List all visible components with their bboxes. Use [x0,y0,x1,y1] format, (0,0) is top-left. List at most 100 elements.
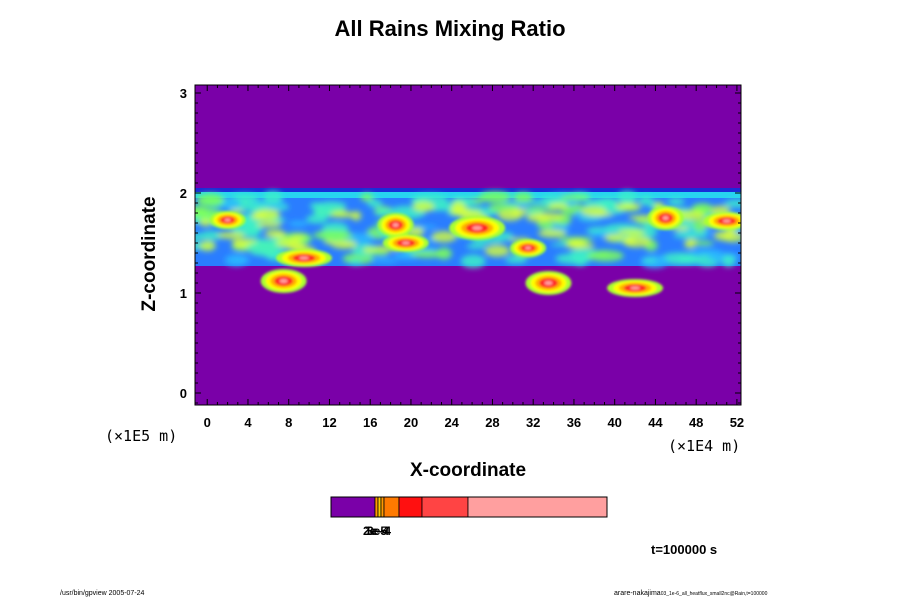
rain-core-contour [279,278,288,284]
cloud-texture-blob [196,193,224,207]
cloud-texture-blob [231,256,250,264]
cloud-top-edge [195,188,741,192]
cloud-texture-blob [559,194,591,201]
cloud-texture-blob [667,197,685,205]
colorbar-segment [380,496,385,518]
cloud-texture-blob [313,230,353,241]
cloud-texture-blob [195,233,205,241]
cloud-texture-blob [436,247,452,260]
rain-core-contour [472,225,483,231]
chart-title: All Rains Mixing Ratio [334,16,566,41]
cloud-texture-blob [615,203,641,211]
colorbar-tick-label: 2e-5 [363,524,388,538]
cloud-texture-blob [362,246,377,254]
cloud-texture-blob [410,250,444,258]
rain-cores [209,206,741,297]
cloud-texture-blob [263,190,283,205]
x-tick-label: 8 [285,415,292,430]
cloud-texture-blob [684,239,698,246]
cloud-texture-blob [548,202,568,210]
y-unit-label: (×1E5 m) [105,427,178,445]
cloud-texture-blob [316,201,347,211]
cloud-texture-blob [412,201,435,212]
cloud-texture-blob [199,240,216,251]
cloud-texture-blob [642,258,658,263]
cloud-texture-blob [376,208,390,217]
x-tick-label: 16 [363,415,377,430]
rain-core-contour [298,256,310,260]
rain-core-contour [401,241,411,245]
mixing-ratio-field [195,188,741,297]
y-tick-label: 3 [180,86,187,101]
cloud-texture-blob [466,243,487,250]
y-axis: 0 1 2 3 [180,86,741,404]
x-tick-label: 52 [730,415,744,430]
x-tick-label: 36 [567,415,581,430]
x-tick-label: 32 [526,415,540,430]
cloud-texture [195,190,741,269]
cloud-texture-blob [449,205,470,217]
colorbar-frame [330,496,608,518]
colorbar-segment [377,496,382,518]
x-tick-label: 28 [485,415,499,430]
cloud-texture-blob [309,202,323,210]
cloud-texture-blob [624,236,635,246]
x-tick-label: 4 [244,415,252,430]
colorbar-segment [383,496,400,518]
footer-right-file: 03_1e-6_all_heatflux_small2nc@Rain,t=100… [660,591,768,597]
cloud-texture-blob [330,240,358,249]
cloud-texture-blob [537,229,567,238]
cloud-texture-blob [360,193,374,202]
footer-right: arare-nakajima03_1e-6_all_heatflux_small… [614,590,767,597]
x-tick-label: 44 [648,415,663,430]
rain-core-contour [544,280,553,286]
x-tick-label: 0 [204,415,211,430]
cloud-texture-blob [724,199,741,208]
colorbar-tick-label: 1e-4 [365,524,390,538]
cloud-texture-blob [232,240,250,250]
cloud-texture-blob [569,241,583,249]
cloud-texture-blob [589,212,614,217]
y-axis-label-wrap: Z-coordinate [139,196,160,311]
cloud-texture-blob [535,212,565,221]
cloud-texture-blob [604,233,625,242]
cloud-texture-blob [217,231,245,239]
colorbar-segment [374,496,379,518]
cloud-texture-blob [256,221,283,228]
x-tick-label: 40 [607,415,621,430]
x-tick-label: 24 [444,415,459,430]
colorbar-segment [421,496,469,518]
x-axis-label: X-coordinate [409,460,527,481]
x-tick-label: 48 [689,415,703,430]
y-tick-label: 0 [180,386,187,401]
plot-frame [194,84,742,406]
cloud-texture-blob [199,218,213,227]
y-tick-label: 1 [180,286,187,301]
cloud-texture-blob [460,254,486,268]
cloud-texture-blob [367,199,383,208]
cloud-texture-blob [572,255,588,266]
cloud-layer [195,188,741,269]
cloud-texture-blob [290,234,307,240]
cloud-texture-blob [251,213,264,220]
cloud-texture-blob [721,254,736,267]
rain-core-contour [662,215,669,221]
cloud-texture-blob [536,219,555,229]
cloud-texture-blob [691,203,714,214]
cloud-texture-blob [372,250,389,256]
cloud-texture-blob [484,244,510,257]
rain-core-contour [630,286,641,290]
cloud-texture-blob [511,208,527,217]
cloud-texture-blob [513,192,533,204]
x-tick-label: 20 [404,415,418,430]
cloud-texture-blob [672,232,709,239]
rain-core-contour [224,218,231,222]
cloud-texture-blob [479,191,511,203]
x-unit-label: (×1E4 m) [668,437,741,455]
footer-right-user: arare-nakajima [614,590,661,597]
colorbar-segment [330,496,376,518]
y-axis-label: Z-coordinate [139,196,160,312]
cloud-texture-blob [505,256,528,264]
cloud-texture-blob [222,198,240,211]
